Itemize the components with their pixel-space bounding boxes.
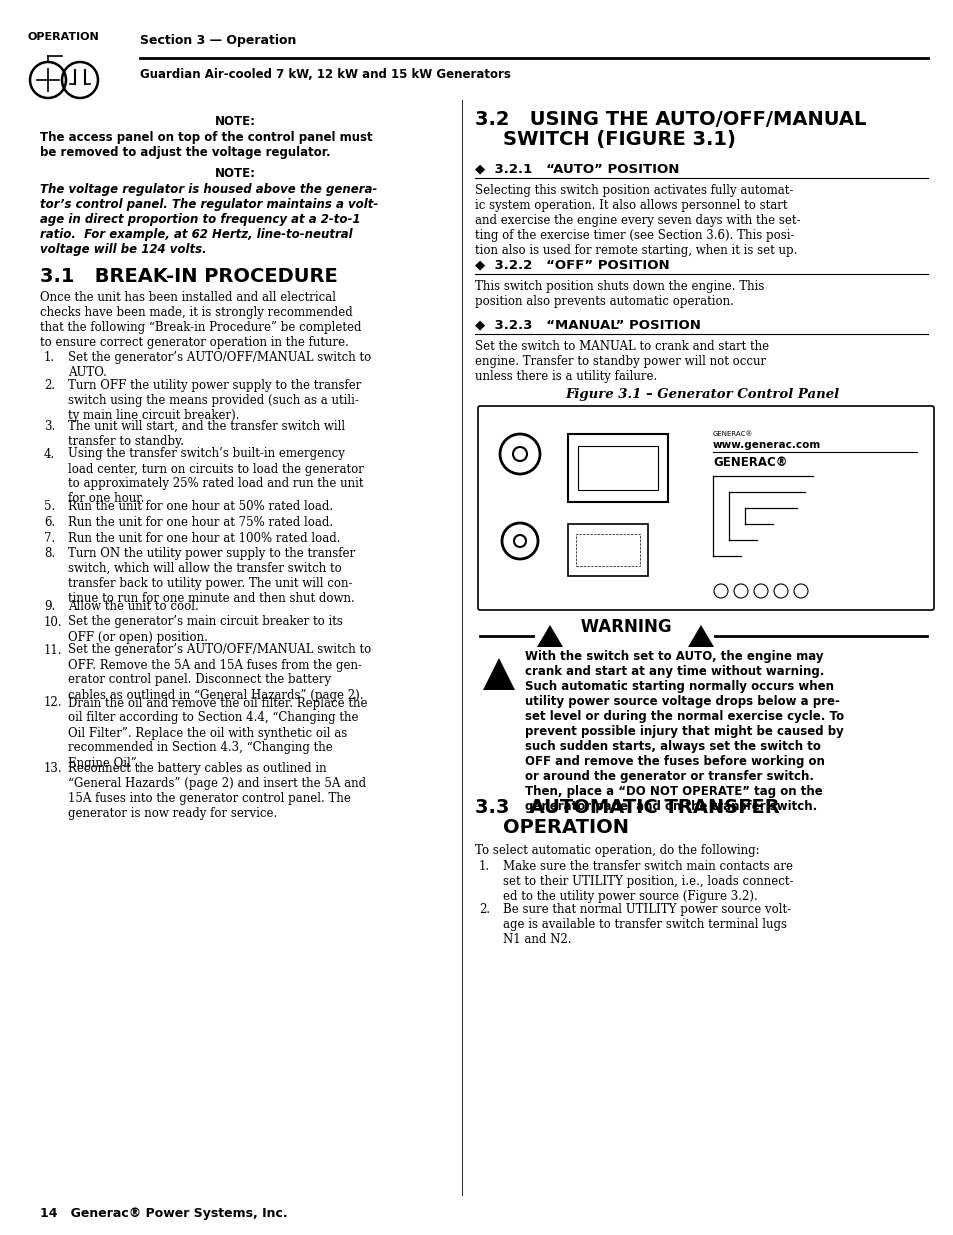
Bar: [576, 534, 639, 566]
Bar: [567, 524, 647, 576]
Text: Set the switch to MANUAL to crank and start the
engine. Transfer to standby powe: Set the switch to MANUAL to crank and st…: [475, 340, 768, 383]
Text: SWITCH (FIGURE 3.1): SWITCH (FIGURE 3.1): [502, 130, 735, 149]
Text: 6.: 6.: [44, 516, 55, 529]
Text: 7.: 7.: [44, 531, 55, 545]
Text: Turn ON the utility power supply to the transfer
switch, which will allow the tr: Turn ON the utility power supply to the …: [68, 547, 355, 605]
Text: This switch position shuts down the engine. This
position also prevents automati: This switch position shuts down the engi…: [475, 280, 763, 308]
Text: 3.2   USING THE AUTO/OFF/MANUAL: 3.2 USING THE AUTO/OFF/MANUAL: [475, 110, 865, 128]
Text: ◆  3.2.2   “OFF” POSITION: ◆ 3.2.2 “OFF” POSITION: [475, 258, 669, 270]
Text: OPERATION: OPERATION: [502, 818, 628, 837]
Text: 3.1   BREAK-IN PROCEDURE: 3.1 BREAK-IN PROCEDURE: [40, 267, 337, 287]
Text: !: !: [547, 629, 553, 642]
Text: The unit will start, and the transfer switch will
transfer to standby.: The unit will start, and the transfer sw…: [68, 420, 345, 447]
Polygon shape: [687, 625, 713, 647]
Text: Selecting this switch position activates fully automat-
ic system operation. It : Selecting this switch position activates…: [475, 184, 800, 257]
Text: 4.: 4.: [44, 447, 55, 461]
Bar: [567, 433, 667, 501]
Text: ◆  3.2.3   “MANUAL” POSITION: ◆ 3.2.3 “MANUAL” POSITION: [475, 317, 700, 331]
Text: WARNING: WARNING: [575, 618, 677, 636]
Text: OPERATION: OPERATION: [28, 32, 100, 42]
Text: 12.: 12.: [44, 697, 63, 709]
Text: ◆  3.2.1   “AUTO” POSITION: ◆ 3.2.1 “AUTO” POSITION: [475, 162, 679, 175]
Text: With the switch set to AUTO, the engine may
crank and start at any time without : With the switch set to AUTO, the engine …: [524, 650, 843, 813]
Text: 2.: 2.: [478, 903, 490, 916]
Text: To select automatic operation, do the following:: To select automatic operation, do the fo…: [475, 844, 759, 857]
FancyBboxPatch shape: [477, 406, 933, 610]
Text: 8.: 8.: [44, 547, 55, 559]
Text: Turn OFF the utility power supply to the transfer
switch using the means provide: Turn OFF the utility power supply to the…: [68, 379, 361, 422]
Text: 1.: 1.: [478, 860, 490, 873]
Text: NOTE:: NOTE:: [214, 115, 255, 128]
Text: GENERAC®: GENERAC®: [712, 431, 753, 437]
Text: 3.: 3.: [44, 420, 55, 432]
Text: Make sure the transfer switch main contacts are
set to their UTILITY position, i: Make sure the transfer switch main conta…: [502, 860, 793, 903]
Text: Be sure that normal UTILITY power source volt-
age is available to transfer swit: Be sure that normal UTILITY power source…: [502, 903, 790, 946]
Text: 13.: 13.: [44, 762, 63, 776]
Text: Guardian Air-cooled 7 kW, 12 kW and 15 kW Generators: Guardian Air-cooled 7 kW, 12 kW and 15 k…: [140, 68, 511, 82]
Text: Run the unit for one hour at 50% rated load.: Run the unit for one hour at 50% rated l…: [68, 500, 333, 514]
Text: The voltage regulator is housed above the genera-
tor’s control panel. The regul: The voltage regulator is housed above th…: [40, 183, 377, 256]
Text: 11.: 11.: [44, 643, 63, 657]
Text: The access panel on top of the control panel must
be removed to adjust the volta: The access panel on top of the control p…: [40, 131, 373, 159]
Text: NOTE:: NOTE:: [214, 167, 255, 180]
Text: Set the generator’s AUTO/OFF/MANUAL switch to
OFF. Remove the 5A and 15A fuses f: Set the generator’s AUTO/OFF/MANUAL swit…: [68, 643, 371, 701]
Text: Drain the oil and remove the oil filter. Replace the
oil filter according to Sec: Drain the oil and remove the oil filter.…: [68, 697, 367, 769]
Text: 5.: 5.: [44, 500, 55, 514]
Text: 14   Generac® Power Systems, Inc.: 14 Generac® Power Systems, Inc.: [40, 1207, 287, 1220]
Polygon shape: [482, 658, 515, 690]
Text: !: !: [698, 629, 703, 642]
Text: GENERAC®: GENERAC®: [712, 456, 786, 469]
Text: 9.: 9.: [44, 600, 55, 613]
Text: Section 3 — Operation: Section 3 — Operation: [140, 35, 296, 47]
Text: Using the transfer switch’s built-in emergency
load center, turn on circuits to : Using the transfer switch’s built-in eme…: [68, 447, 363, 505]
Text: Once the unit has been installed and all electrical
checks have been made, it is: Once the unit has been installed and all…: [40, 291, 361, 350]
Text: 10.: 10.: [44, 615, 63, 629]
Text: Run the unit for one hour at 75% rated load.: Run the unit for one hour at 75% rated l…: [68, 516, 333, 529]
Text: Reconnect the battery cables as outlined in
“General Hazards” (page 2) and inser: Reconnect the battery cables as outlined…: [68, 762, 366, 820]
Text: !: !: [495, 668, 502, 683]
Polygon shape: [537, 625, 562, 647]
Text: 1.: 1.: [44, 351, 55, 364]
Text: www.generac.com: www.generac.com: [712, 440, 821, 450]
Text: Allow the unit to cool.: Allow the unit to cool.: [68, 600, 198, 613]
Text: 2.: 2.: [44, 379, 55, 391]
Text: Set the generator’s main circuit breaker to its
OFF (or open) position.: Set the generator’s main circuit breaker…: [68, 615, 342, 643]
Text: Set the generator’s AUTO/OFF/MANUAL switch to
AUTO.: Set the generator’s AUTO/OFF/MANUAL swit…: [68, 351, 371, 379]
Text: Run the unit for one hour at 100% rated load.: Run the unit for one hour at 100% rated …: [68, 531, 340, 545]
Text: 3.3   AUTOMATIC TRANSFER: 3.3 AUTOMATIC TRANSFER: [475, 798, 779, 818]
Text: Figure 3.1 – Generator Control Panel: Figure 3.1 – Generator Control Panel: [565, 388, 839, 401]
Bar: [578, 446, 658, 490]
